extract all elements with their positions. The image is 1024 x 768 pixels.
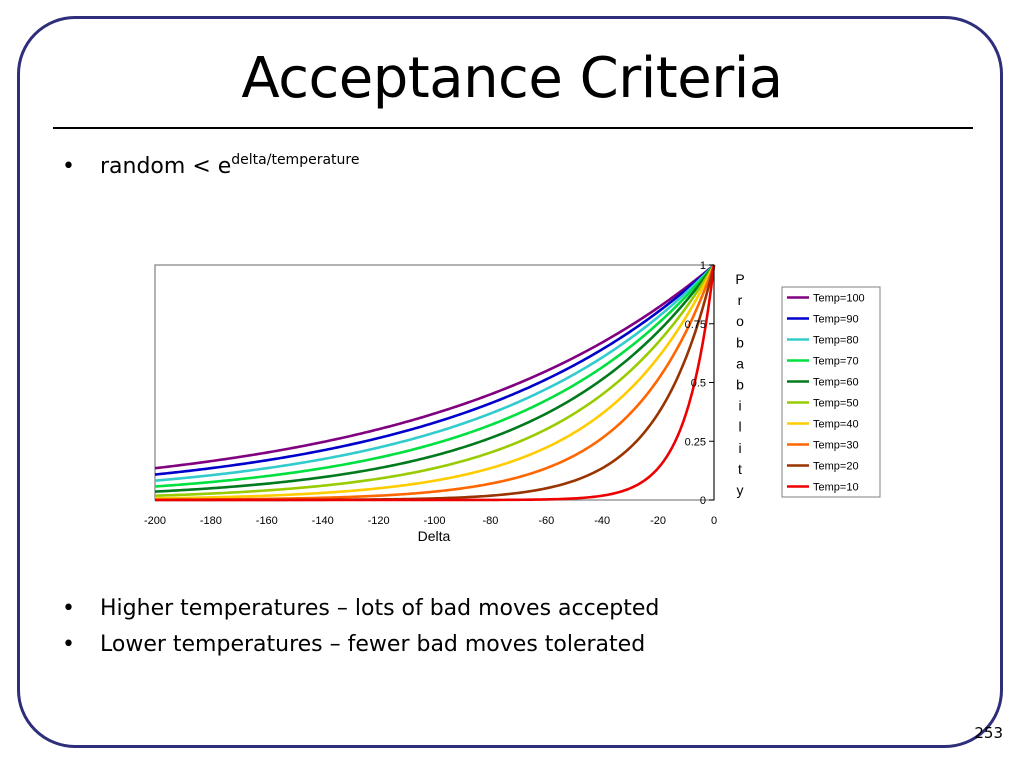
legend-box — [781, 286, 881, 498]
y-axis-label-letter: t — [738, 461, 742, 477]
series-line-temp-70 — [154, 264, 715, 488]
y-axis-label-letter: i — [738, 440, 741, 456]
legend-entry: Temp=20 — [813, 461, 859, 473]
slide-frame — [17, 16, 1003, 748]
bullet-dot: • — [62, 596, 75, 621]
bullet-lower-temps: • Lower temperatures – fewer bad moves to… — [62, 632, 645, 657]
legend-entry: Temp=30 — [813, 440, 859, 452]
y-axis-label-letter: a — [736, 355, 744, 371]
legend-entry: Temp=90 — [813, 314, 859, 326]
bullet-dot: • — [62, 154, 75, 179]
bullet-dot: • — [62, 632, 75, 657]
x-tick-label: -140 — [312, 515, 334, 527]
x-tick-label: -200 — [144, 515, 166, 527]
legend-entry: Temp=10 — [813, 482, 859, 494]
legend-entry: Temp=60 — [813, 377, 859, 389]
series-line-temp-40 — [154, 264, 716, 500]
bullet-higher-temps: • Higher temperatures – lots of bad moves… — [62, 596, 659, 621]
x-tick-label: -160 — [256, 515, 278, 527]
x-tick-label: -100 — [423, 515, 445, 527]
series-line-temp-50 — [154, 264, 716, 497]
y-axis-label-letter: b — [736, 334, 744, 350]
x-tick-label: -120 — [368, 515, 390, 527]
x-tick-label: -40 — [594, 515, 610, 527]
x-axis-label: Delta — [418, 528, 451, 544]
y-axis-label-letter: i — [738, 398, 741, 414]
formula-base: random < e — [100, 154, 232, 179]
x-tick-label: -60 — [538, 515, 554, 527]
bullet-text: Higher temperatures – lots of bad moves … — [100, 596, 660, 621]
series-line-temp-90 — [154, 264, 715, 476]
legend-entry: Temp=100 — [813, 293, 865, 305]
legend-entry: Temp=50 — [813, 398, 859, 410]
series-line-temp-10 — [155, 264, 716, 502]
y-tick-label: 0.75 — [685, 319, 706, 331]
y-axis-label-letter: l — [738, 419, 741, 435]
y-axis-label-letter: y — [737, 482, 744, 498]
y-axis-label-letter: o — [736, 313, 744, 329]
bullet-formula: • random < edelta/temperature — [62, 152, 359, 179]
x-tick-label: -180 — [200, 515, 222, 527]
y-axis-label-letter: P — [735, 271, 744, 287]
y-tick-label: 0 — [700, 495, 706, 507]
slide-title: Acceptance Criteria — [241, 46, 783, 111]
y-tick-label: 0.25 — [685, 436, 706, 448]
series-line-temp-80 — [154, 264, 715, 483]
plot-area — [154, 264, 715, 501]
y-tick-label: 0.5 — [691, 378, 706, 390]
y-tick-label: 1 — [700, 260, 706, 272]
y-axis-label-letter: b — [736, 377, 744, 393]
x-tick-label: 0 — [711, 515, 717, 527]
formula-exponent: delta/temperature — [231, 152, 360, 168]
bullet-text: Lower temperatures – fewer bad moves tol… — [100, 632, 646, 657]
series-line-temp-60 — [154, 264, 716, 493]
legend-entry: Temp=80 — [813, 335, 859, 347]
legend-entry: Temp=70 — [813, 356, 859, 368]
page-number: 253 — [974, 724, 1003, 742]
x-tick-label: -80 — [482, 515, 498, 527]
title-divider — [53, 127, 973, 129]
y-axis-label-letter: r — [738, 292, 743, 308]
x-tick-label: -20 — [650, 515, 666, 527]
series-line-temp-100 — [154, 264, 715, 470]
legend-entry: Temp=40 — [813, 419, 859, 431]
